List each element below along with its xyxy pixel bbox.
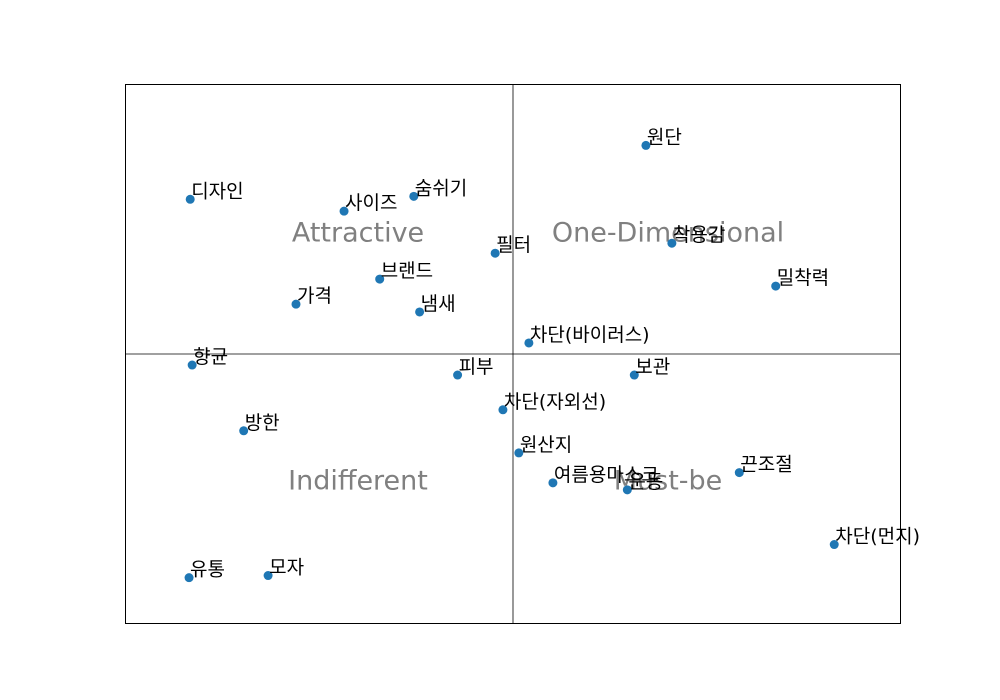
point-label: 원산지	[520, 434, 572, 456]
point-label: 운동	[628, 471, 663, 493]
point-label: 필터	[496, 234, 531, 256]
data-point	[453, 370, 463, 380]
quadrant-label: Indifferent	[288, 466, 428, 497]
data-point	[263, 571, 273, 581]
point-label: 착용감	[673, 224, 725, 246]
point-label: 밀착력	[777, 267, 829, 289]
point-label: 유통	[190, 559, 225, 581]
quadrant-label: Attractive	[292, 218, 424, 249]
data-point	[498, 405, 508, 415]
data-point	[667, 238, 677, 248]
data-point	[490, 248, 500, 258]
data-point	[829, 540, 839, 550]
data-point	[514, 448, 524, 458]
point-label: 차단(자외선)	[504, 391, 606, 413]
data-point	[185, 194, 195, 204]
point-label: 향균	[193, 346, 228, 368]
point-label: 숨쉬기	[415, 177, 467, 199]
data-point	[187, 360, 197, 370]
data-point	[415, 307, 425, 317]
point-label: 끈조절	[740, 454, 792, 476]
quadrant-dividers	[125, 84, 901, 624]
data-point	[641, 140, 651, 150]
data-point	[375, 274, 385, 284]
point-label: 냄새	[421, 293, 456, 315]
quadrant-label: Must-be	[614, 466, 723, 497]
point-label: 차단(먼지)	[835, 526, 920, 548]
data-point	[548, 478, 558, 488]
data-point	[239, 426, 249, 436]
data-point	[771, 281, 781, 291]
data-point	[629, 370, 639, 380]
data-point	[409, 191, 419, 201]
point-label: 차단(바이러스)	[530, 324, 650, 346]
point-label: 방한	[245, 412, 280, 434]
plot-frame	[125, 84, 901, 624]
point-label: 가격	[297, 285, 332, 307]
data-point	[524, 338, 534, 348]
point-label: 사이즈	[345, 192, 397, 214]
point-label: 보관	[635, 356, 670, 378]
data-point	[622, 485, 632, 495]
data-point	[291, 299, 301, 309]
point-label: 피부	[459, 356, 494, 378]
point-label: 원단	[647, 126, 682, 148]
point-label: 여름용마스크	[554, 464, 659, 486]
data-point	[734, 468, 744, 478]
data-point	[339, 206, 349, 216]
data-points	[184, 140, 839, 583]
point-label: 브랜드	[381, 260, 433, 282]
point-label: 디자인	[191, 180, 243, 202]
point-label: 모자	[269, 557, 304, 579]
data-point	[184, 573, 194, 583]
